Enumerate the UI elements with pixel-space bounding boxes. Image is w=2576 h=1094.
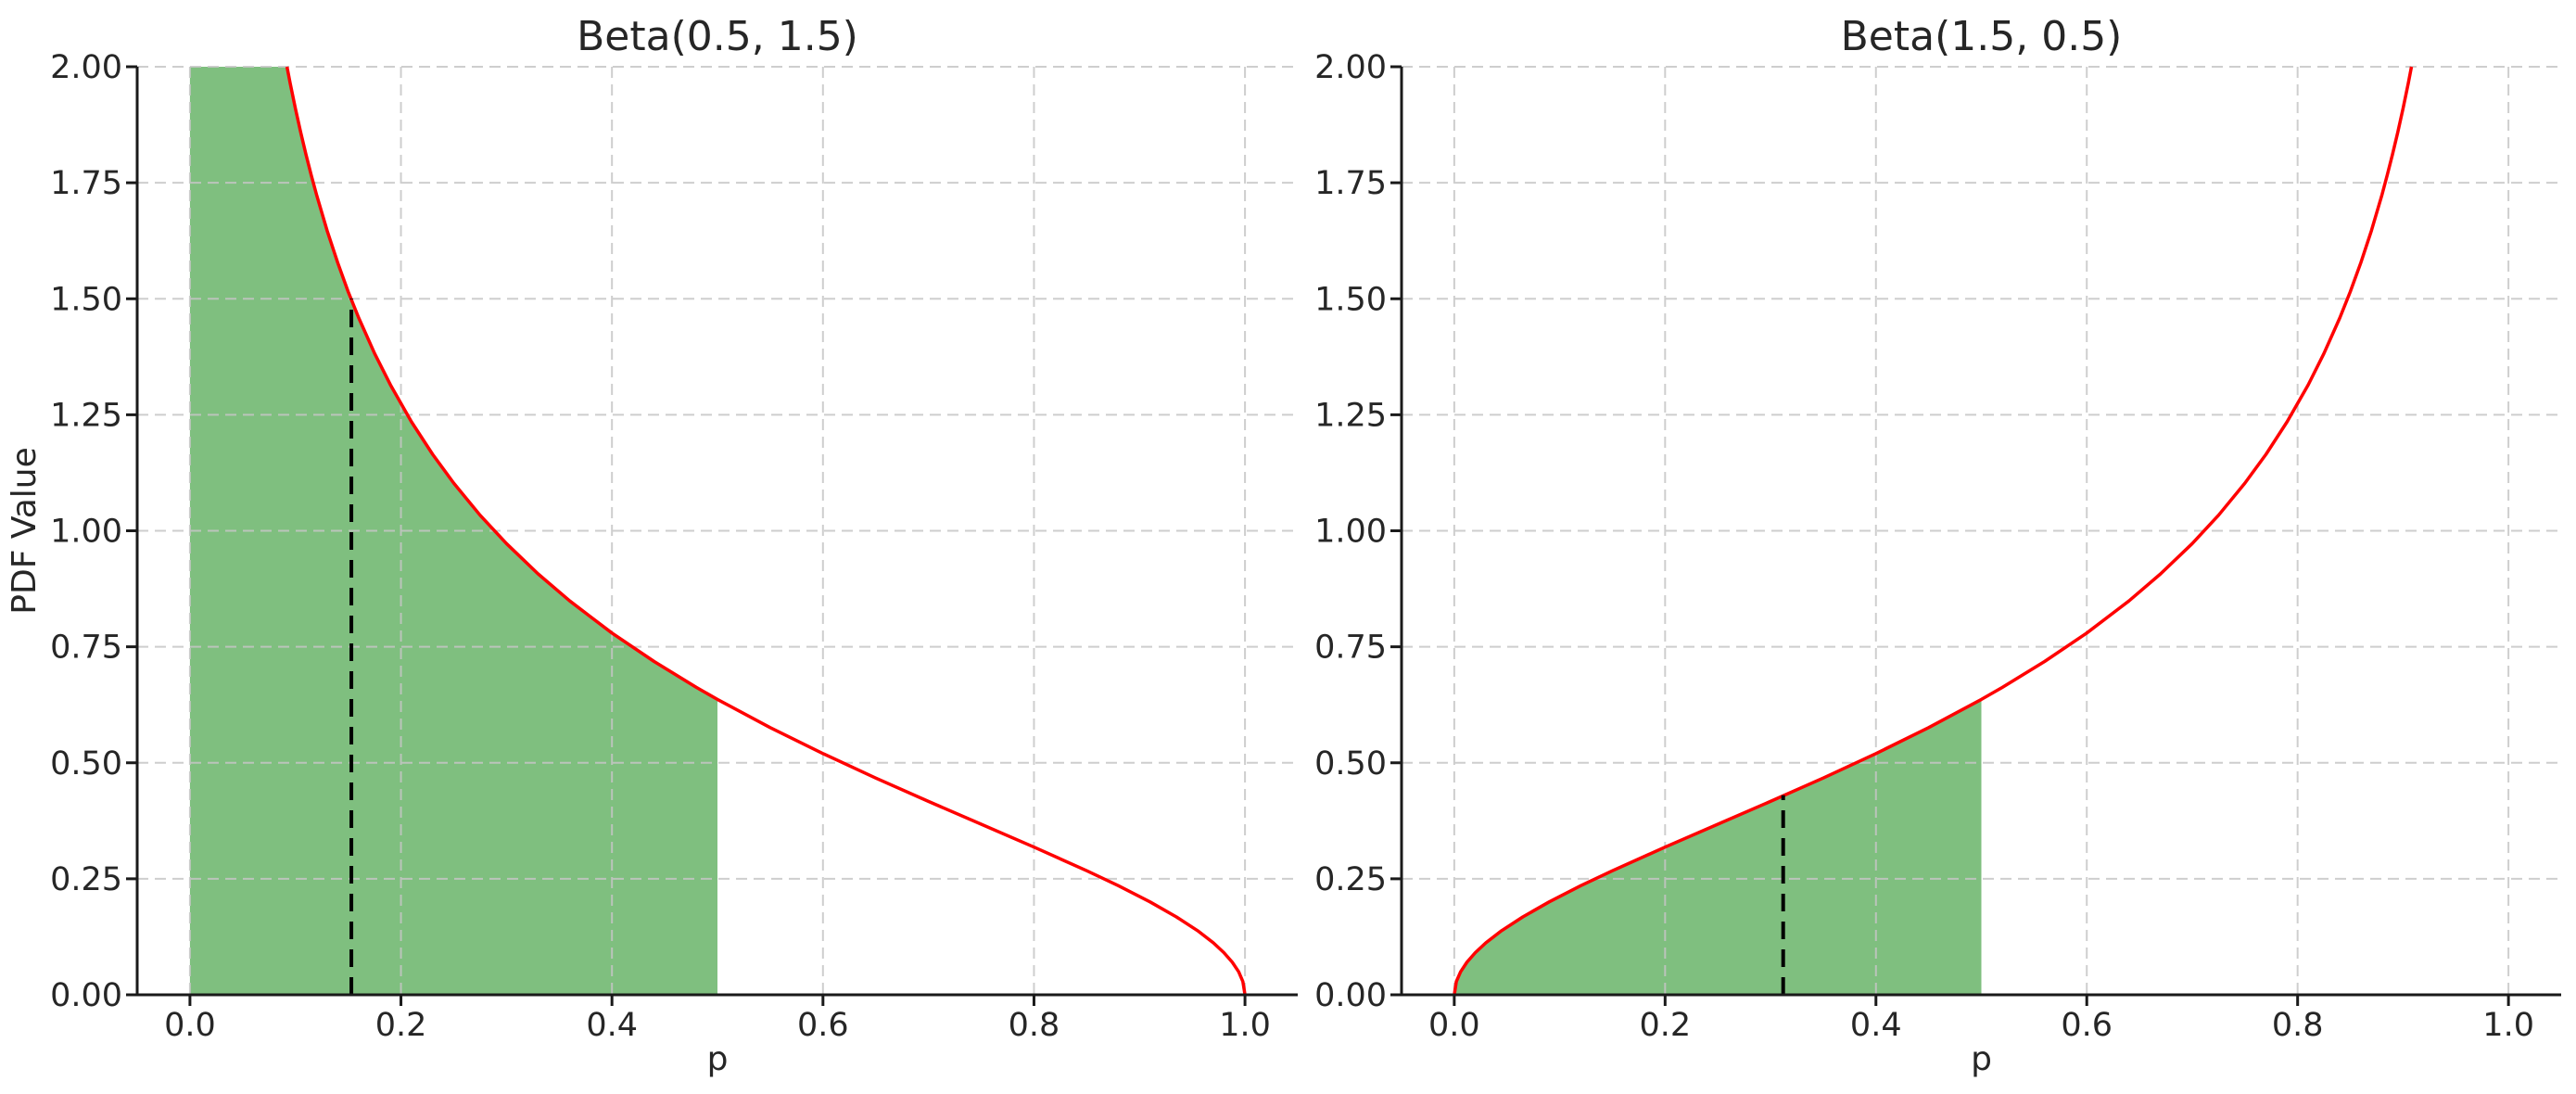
y-tick-label: 0.25 <box>50 861 122 898</box>
grid <box>137 66 1298 996</box>
x-tick-label: 1.0 <box>2482 1007 2534 1044</box>
y-tick-label: 0.25 <box>1314 861 1387 898</box>
y-tick-label: 2.00 <box>50 49 122 86</box>
x-tick-label: 0.8 <box>1009 1007 1060 1044</box>
y-tick-label: 2.00 <box>1314 49 1387 86</box>
pdf-curve <box>285 66 1247 996</box>
y-tick-label: 0.75 <box>50 630 122 667</box>
pdf-curve <box>1453 66 2414 996</box>
y-tick-label: 1.25 <box>50 397 122 434</box>
x-tick-label: 0.8 <box>2272 1007 2324 1044</box>
y-tick-label: 1.00 <box>1314 514 1387 551</box>
y-tick-label: 0.00 <box>50 977 122 1014</box>
y-tick-label: 1.50 <box>1314 281 1387 318</box>
plot-title: Beta(1.5, 0.5) <box>1841 13 2123 60</box>
x-tick-label: 0.6 <box>2061 1007 2113 1044</box>
y-tick-label: 1.50 <box>50 281 122 318</box>
x-axis-label: p <box>1971 1040 1992 1078</box>
y-axis-label: PDF Value <box>6 447 44 614</box>
x-tick-label: 0.4 <box>586 1007 638 1044</box>
beta-chart-right: 0.0 0.2 0.4 0.6 0.8 1.0 0.00 0.25 0.50 0.75 1.00 1.… <box>1314 13 2561 1078</box>
x-tick-label: 0.4 <box>1850 1007 1902 1044</box>
x-tick-label: 0.2 <box>1639 1007 1691 1044</box>
y-tick-label: 1.00 <box>50 514 122 551</box>
x-tick-label: 0.0 <box>1428 1007 1480 1044</box>
y-tick-label: 1.25 <box>1314 397 1387 434</box>
y-tick-label: 0.00 <box>1314 977 1387 1014</box>
y-tick-label: 1.75 <box>1314 165 1387 202</box>
beta-chart-left: 0.0 0.2 0.4 0.6 0.8 1.0 0.00 0.25 0.50 0.75 1.00 1.… <box>6 13 1298 1078</box>
grid <box>1402 66 2561 996</box>
shaded-probability-region <box>1453 699 1982 995</box>
x-tick-label: 0.2 <box>375 1007 427 1044</box>
y-tick-label: 0.50 <box>1314 745 1387 782</box>
x-tick-label: 1.0 <box>1219 1007 1271 1044</box>
y-tick-label: 0.75 <box>1314 630 1387 667</box>
plot-title: Beta(0.5, 1.5) <box>577 13 858 60</box>
x-tick-label: 0.0 <box>164 1007 216 1044</box>
y-tick-label: 1.75 <box>50 165 122 202</box>
x-tick-label: 0.6 <box>797 1007 849 1044</box>
y-tick-label: 0.50 <box>50 745 122 782</box>
x-axis-label: p <box>707 1040 729 1078</box>
